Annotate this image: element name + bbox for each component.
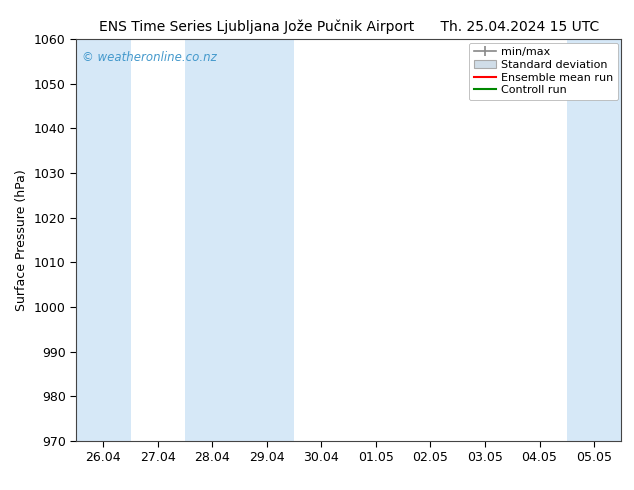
Text: © weatheronline.co.nz: © weatheronline.co.nz xyxy=(82,51,216,64)
Y-axis label: Surface Pressure (hPa): Surface Pressure (hPa) xyxy=(15,169,29,311)
Title: ENS Time Series Ljubljana Jože Pučnik Airport      Th. 25.04.2024 15 UTC: ENS Time Series Ljubljana Jože Pučnik Ai… xyxy=(98,20,599,34)
Bar xyxy=(185,39,294,441)
Bar xyxy=(567,39,621,441)
Bar xyxy=(76,39,131,441)
Legend: min/max, Standard deviation, Ensemble mean run, Controll run: min/max, Standard deviation, Ensemble me… xyxy=(469,43,618,100)
